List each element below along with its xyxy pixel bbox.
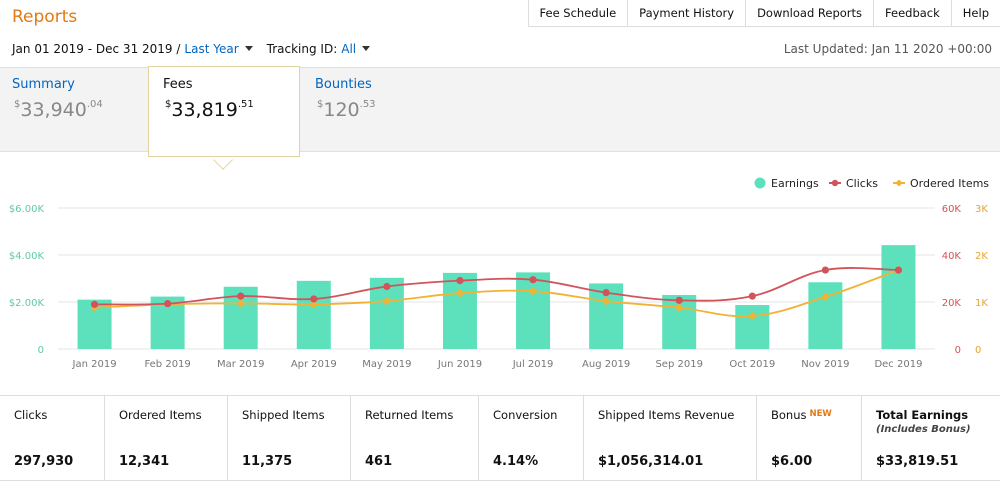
tracking-label: Tracking ID:	[266, 42, 338, 56]
y-right-ordered-tick-label: 2K	[975, 251, 988, 262]
nav-help[interactable]: Help	[962, 6, 989, 20]
y-right-clicks-tick-label: 20K	[942, 298, 962, 309]
stat-bonus: Bonus NEW $6.00	[757, 396, 862, 480]
x-tick-label: May 2019	[362, 359, 411, 370]
y-left-tick-label: $2.00K	[9, 298, 45, 309]
clicks-point	[529, 276, 537, 284]
tab-summary-label: Summary	[12, 77, 75, 92]
nav-payment-history[interactable]: Payment History	[628, 0, 747, 26]
ordered-items-point	[601, 296, 611, 306]
ordered-items-point	[748, 311, 757, 321]
stat-shipped-revenue: Shipped Items Revenue $1,056,314.01	[584, 396, 757, 480]
ordered-items-point	[455, 288, 465, 298]
tab-summary[interactable]: Summary $33,940.04	[12, 67, 142, 152]
x-tick-label: Aug 2019	[582, 359, 630, 370]
earnings-bar	[516, 272, 551, 349]
legend-label: Clicks	[846, 177, 878, 190]
clicks-point	[237, 292, 245, 300]
tab-fees[interactable]: Fees $33,819.51	[148, 66, 300, 157]
x-tick-label: Jun 2019	[437, 359, 482, 370]
tab-bounties-amount: $120.53	[317, 99, 376, 121]
y-right-clicks-tick-label: 40K	[942, 251, 962, 262]
clicks-point	[748, 292, 756, 300]
y-right-ordered-tick-label: 0	[975, 345, 981, 356]
new-badge: NEW	[809, 409, 832, 419]
clicks-point	[310, 295, 318, 303]
y-left-tick-label: 0	[38, 345, 44, 356]
stat-ordered-items: Ordered Items 12,341	[105, 396, 228, 480]
x-tick-label: Jul 2019	[512, 359, 554, 370]
stat-returned-items: Returned Items 461	[351, 396, 479, 480]
x-tick-label: Sep 2019	[655, 359, 702, 370]
date-range: Jan 01 2019 - Dec 31 2019 /	[12, 42, 181, 56]
y-left-tick-label: $4.00K	[9, 251, 45, 262]
earnings-bar	[296, 280, 331, 349]
stat-shipped-items: Shipped Items 11,375	[228, 396, 351, 480]
clicks-point	[894, 266, 903, 274]
y-right-ordered-tick-label: 3K	[975, 204, 988, 215]
nav-download-reports[interactable]: Download Reports	[746, 0, 875, 26]
chevron-down-icon[interactable]	[362, 45, 371, 51]
filter-bar: Jan 01 2019 - Dec 31 2019 / Last Year Tr…	[12, 42, 371, 56]
clicks-point	[164, 300, 172, 308]
earnings-bar	[881, 245, 916, 349]
ordered-items-line	[94, 269, 899, 318]
stat-clicks: Clicks 297,930	[0, 396, 105, 480]
stat-total-earnings: Total Earnings (Includes Bonus) $33,819.…	[876, 408, 971, 469]
ordered-items-point	[382, 296, 392, 306]
y-right-clicks-tick-label: 0	[955, 345, 961, 356]
legend-label: Ordered Items	[910, 177, 989, 190]
clicks-point	[821, 266, 829, 274]
tracking-dropdown[interactable]: All	[341, 42, 357, 56]
clicks-point	[90, 300, 99, 308]
clicks-point	[383, 282, 391, 291]
x-tick-label: Nov 2019	[801, 359, 849, 370]
clicks-point	[675, 296, 683, 304]
chevron-down-icon[interactable]	[244, 45, 253, 51]
top-nav: Fee Schedule Payment History Download Re…	[527, 0, 1000, 27]
x-tick-label: Jan 2019	[72, 359, 117, 370]
tab-fees-label: Fees	[163, 77, 193, 92]
legend-clicks-marker	[831, 179, 839, 187]
stat-conversion: Conversion 4.14%	[479, 396, 584, 480]
stats-bar: Clicks 297,930 Ordered Items 12,341 Ship…	[0, 395, 1000, 481]
x-tick-label: Dec 2019	[874, 359, 922, 370]
earnings-chart: 0 0 0 $2.00K 20K 1K $4.00K 40K 2K $6.00K 60K 3K Jan …	[9, 177, 989, 370]
period-dropdown[interactable]: Last Year	[184, 42, 239, 56]
x-tick-label: Mar 2019	[217, 359, 265, 370]
ordered-items-point	[309, 300, 319, 309]
legend-label: Earnings	[771, 177, 819, 190]
x-tick-label: Apr 2019	[291, 359, 337, 370]
nav-fee-schedule[interactable]: Fee Schedule	[529, 0, 629, 26]
nav-feedback[interactable]: Feedback	[874, 0, 952, 26]
legend-earnings-marker	[754, 177, 766, 189]
ordered-items-point	[236, 299, 245, 308]
y-left-tick-label: $6.00K	[9, 204, 45, 215]
earnings-bar	[442, 272, 477, 349]
clicks-line	[94, 267, 899, 306]
x-tick-label: Feb 2019	[144, 359, 190, 370]
y-right-ordered-tick-label: 1K	[975, 298, 988, 309]
clicks-point	[456, 277, 464, 285]
tab-bounties-label: Bounties	[315, 77, 372, 92]
clicks-point	[602, 289, 610, 297]
ordered-items-point	[528, 286, 538, 296]
tab-summary-amount: $33,940.04	[14, 99, 103, 121]
earnings-bar	[735, 305, 770, 349]
page-title: Reports	[12, 7, 78, 27]
legend-ordered-marker	[895, 179, 903, 187]
last-updated: Last Updated: Jan 11 2020 +00:00	[783, 42, 992, 56]
tab-bounties[interactable]: Bounties $120.53	[315, 67, 445, 152]
tab-fees-amount: $33,819.51	[165, 99, 254, 121]
x-tick-label: Oct 2019	[729, 359, 775, 370]
y-right-clicks-tick-label: 60K	[942, 204, 962, 215]
